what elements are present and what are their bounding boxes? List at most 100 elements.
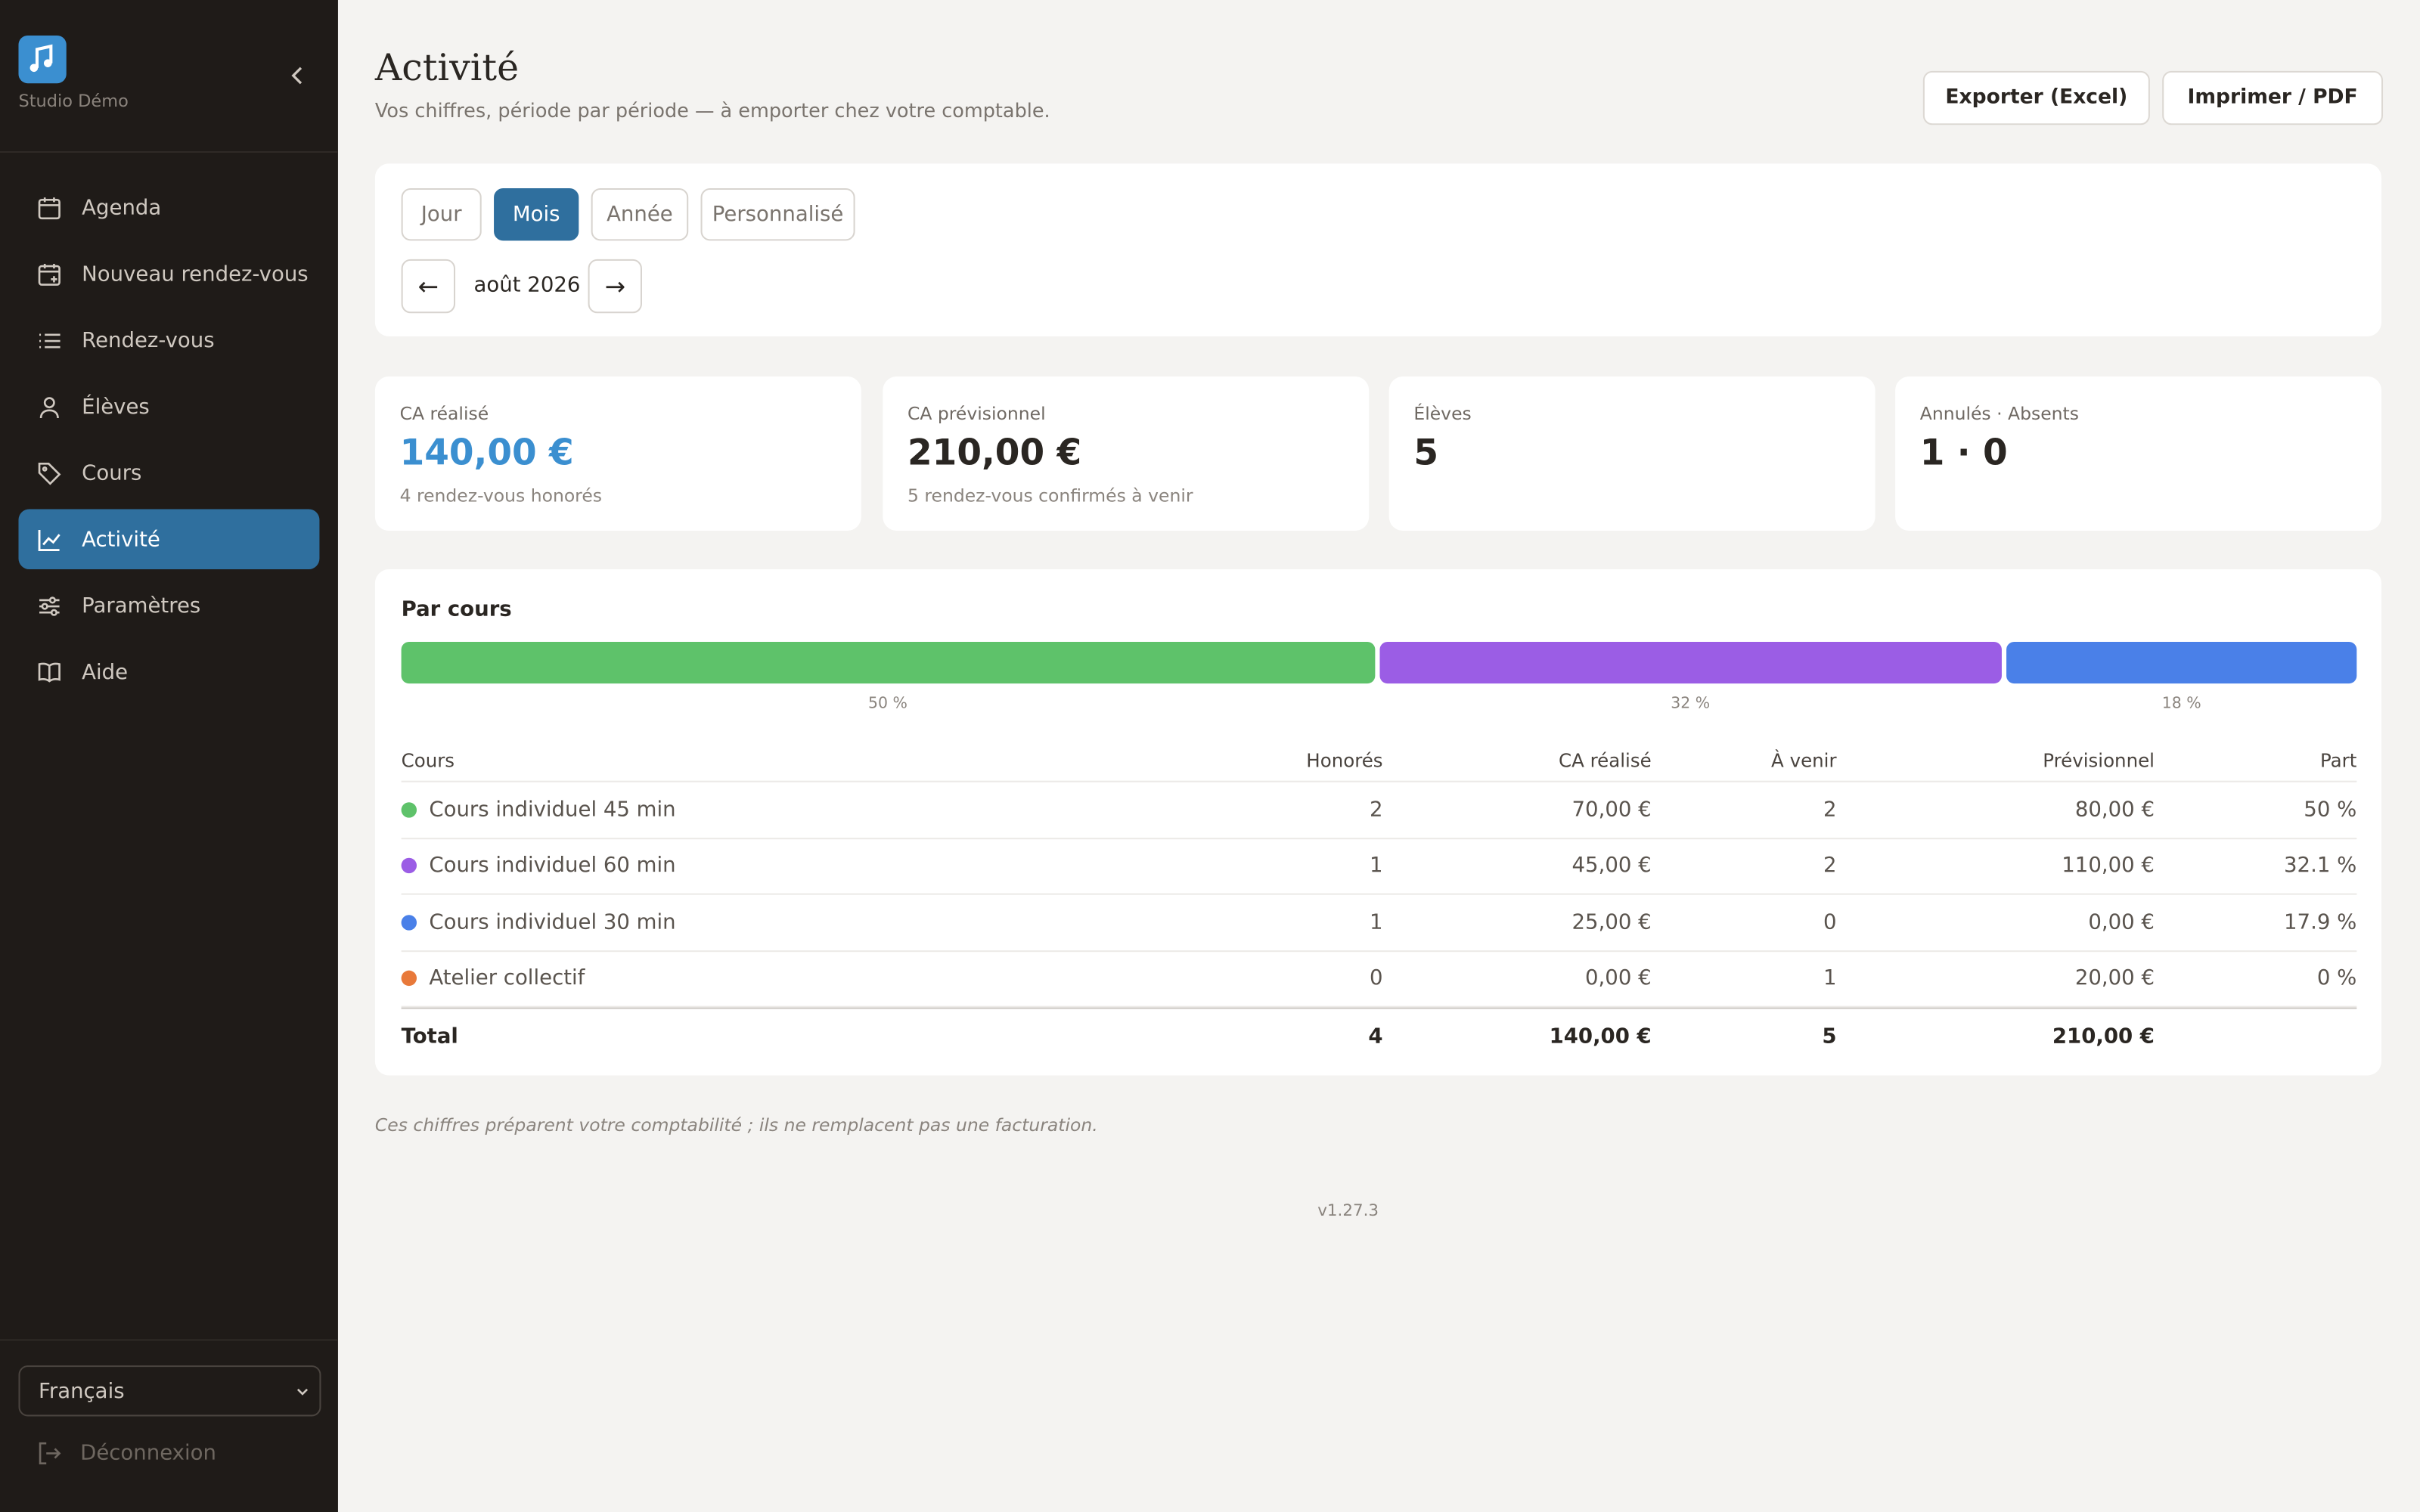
course-name: Cours individuel 30 min — [429, 909, 676, 934]
table-row: Cours individuel 60 min 1 45,00 € 2 110,00 €… — [401, 838, 2357, 896]
nav-item[interactable]: Aide — [18, 642, 319, 702]
cell: 1 — [1370, 854, 1383, 878]
collapse-button[interactable] — [287, 64, 309, 93]
table-row: Cours individuel 30 min 1 25,00 € 0 0,00 € 17… — [401, 894, 2357, 952]
kpi-label: CA réalisé — [399, 402, 489, 425]
kpi-note: 4 rendez-vous honorés — [399, 484, 603, 507]
print-button[interactable]: Imprimer / PDF — [2162, 70, 2384, 125]
course-cell: Cours individuel 45 min — [401, 798, 1081, 823]
cell: 110,00 € — [2062, 854, 2155, 878]
kpi-label: CA prévisionnel — [907, 402, 1046, 425]
divider — [0, 150, 338, 153]
cell: 0,00 € — [2088, 909, 2155, 934]
nav-item[interactable]: Rendez-vous — [18, 310, 319, 370]
color-dot — [401, 970, 417, 986]
cell: 0 — [1823, 909, 1837, 934]
kpi-value: 140,00 € — [399, 433, 574, 474]
brand: Studio Démo — [18, 91, 129, 111]
nav-item[interactable]: Agenda — [18, 178, 319, 238]
next-button[interactable]: → — [588, 259, 642, 314]
total-cell: 140,00 € — [1549, 1024, 1652, 1049]
cell: 17.9 % — [2284, 909, 2357, 934]
period-tab[interactable]: Jour — [401, 187, 482, 241]
kpi-card: Élèves 5 — [1388, 376, 1876, 531]
language-select[interactable]: Français — [18, 1365, 321, 1417]
cell: 32.1 % — [2284, 854, 2357, 878]
course-cell: Cours individuel 30 min — [401, 909, 1081, 934]
bar-segment — [2006, 641, 2357, 684]
nav-item[interactable]: Paramètres — [18, 575, 319, 636]
bar-label: 50 % — [868, 696, 908, 713]
nav-label: Activité — [82, 526, 160, 552]
cell: 2 — [1823, 854, 1837, 878]
logout-label: Déconnexion — [80, 1441, 216, 1466]
cell: 1 — [1370, 909, 1383, 934]
header-cell: Part — [2319, 749, 2357, 772]
bar-label: 32 % — [1671, 696, 1711, 713]
cell: 2 — [1823, 798, 1837, 823]
export-button[interactable]: Exporter (Excel) — [1922, 70, 2150, 125]
header-cell: À venir — [1771, 749, 1837, 772]
cell: 80,00 € — [2074, 798, 2155, 823]
nav-label: Paramètres — [82, 593, 201, 618]
cell: 20,00 € — [2074, 965, 2155, 990]
nav-item[interactable]: Nouveau rendez-vous — [18, 243, 319, 304]
total-cell: 5 — [1822, 1024, 1837, 1049]
color-dot — [401, 914, 417, 930]
period-tab[interactable]: Personnalisé — [700, 187, 855, 241]
sidebar: Studio Démo Agenda Nouveau rendez-vous R… — [0, 0, 338, 1512]
cell: 25,00 € — [1571, 909, 1652, 934]
section-title: Par cours — [401, 596, 512, 622]
total-row: Total 4 140,00 € 5 210,00 € — [401, 1007, 2357, 1065]
kpi-card: Annulés · Absents 1 · 0 — [1895, 376, 2381, 531]
period-tab[interactable]: Mois — [494, 187, 579, 241]
current-period: août 2026 — [473, 273, 581, 298]
kpi-value: 5 — [1413, 433, 1439, 474]
kpi-note: 5 rendez-vous confirmés à venir — [907, 484, 1193, 507]
period-tab[interactable]: Année — [591, 187, 689, 241]
header-cell: Prévisionnel — [2043, 749, 2155, 772]
total-cell: 4 — [1368, 1024, 1383, 1049]
nav-label: Agenda — [82, 195, 162, 220]
nav-label: Cours — [82, 460, 142, 485]
prev-button[interactable]: ← — [401, 259, 456, 314]
course-cell: Cours individuel 60 min — [401, 854, 1081, 878]
footnote: Ces chiffres préparent votre comptabilit… — [374, 1114, 1098, 1136]
header-cell: Cours — [401, 749, 455, 772]
total-cell: Total — [401, 1024, 458, 1049]
nav-label: Aide — [82, 659, 129, 685]
cell: 0,00 € — [1585, 965, 1652, 990]
header-cell: CA réalisé — [1558, 749, 1652, 772]
cell: 2 — [1370, 798, 1383, 823]
nav-label: Nouveau rendez-vous — [82, 261, 309, 287]
course-name: Cours individuel 45 min — [429, 798, 676, 823]
nav-item[interactable]: Cours — [18, 443, 319, 503]
table-row: Cours individuel 45 min 2 70,00 € 2 80,00 € 5… — [401, 782, 2356, 840]
bar-label: 18 % — [2161, 696, 2201, 713]
logo — [18, 35, 67, 84]
table-row: Atelier collectif 0 0,00 € 1 20,00 € 0 % — [401, 950, 2356, 1008]
kpi-value: 210,00 € — [907, 433, 1082, 474]
cell: 0 — [1370, 965, 1383, 990]
divider — [0, 1339, 338, 1341]
share-bar — [401, 641, 2357, 684]
total-cell: 210,00 € — [2052, 1024, 2155, 1049]
color-dot — [401, 858, 417, 874]
cell: 70,00 € — [1571, 798, 1652, 823]
share-labels: 50 % 32 % 18 % — [402, 696, 2357, 712]
header-cell: Honorés — [1306, 749, 1383, 772]
cell: 1 — [1823, 965, 1837, 990]
logout-button[interactable]: Déconnexion — [37, 1441, 216, 1466]
cell: 45,00 € — [1571, 854, 1652, 878]
page-title: Activité — [374, 46, 520, 90]
version-text: v1.27.3 — [1317, 1201, 1379, 1221]
course-cell: Atelier collectif — [401, 965, 1081, 990]
kpi-card: CA réalisé 140,00 € 4 rendez-vous honoré… — [374, 376, 861, 531]
table-header: Cours Honorés CA réalisé À venir Prévisionne… — [401, 741, 2357, 782]
nav-item[interactable]: Activité — [18, 509, 320, 570]
color-dot — [401, 802, 417, 818]
nav-item[interactable]: Élèves — [18, 376, 319, 437]
nav-label: Rendez-vous — [82, 327, 215, 353]
